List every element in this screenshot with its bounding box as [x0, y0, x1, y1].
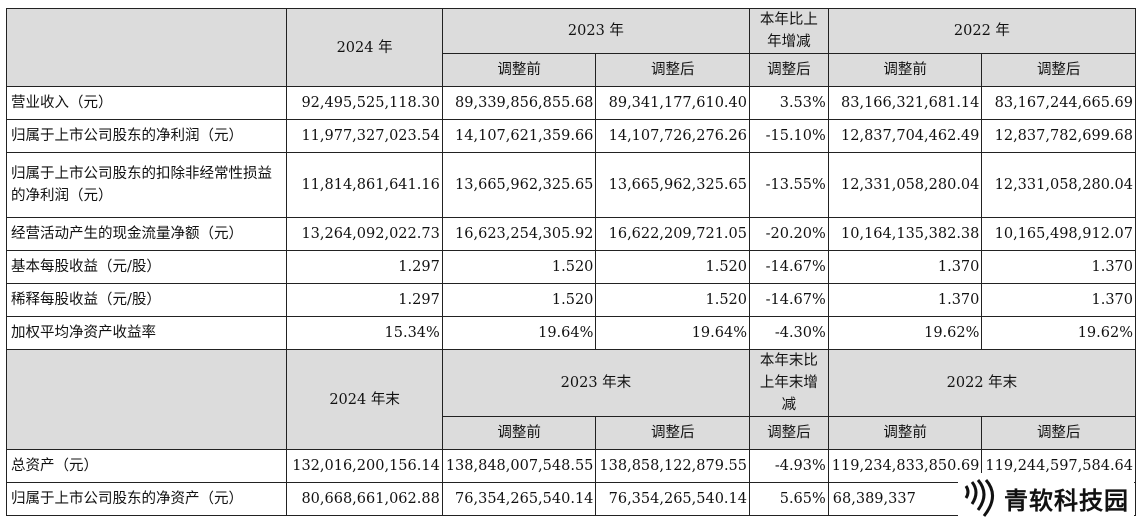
cell-2022-before: 19.62%: [827, 316, 983, 350]
row-label: 营业收入（元）: [5, 86, 288, 120]
row-label: 基本每股收益（元/股）: [5, 250, 288, 284]
table-row: 总资产（元） 132,016,200,156.14 138,848,007,54…: [5, 449, 1136, 483]
cell-2023-before: 13,665,962,325.65: [441, 152, 597, 218]
header-2024: 2024 年: [286, 8, 443, 87]
subheader-2022-before: 调整前: [827, 416, 983, 450]
table-row: 归属于上市公司股东的扣除非经常性损益的净利润（元） 11,814,861,641…: [5, 152, 1136, 218]
row-label: 经营活动产生的现金流量净额（元）: [5, 217, 288, 251]
subheader-change-after: 调整后: [749, 416, 829, 450]
cell-change: 3.53%: [749, 86, 829, 120]
cell-2022-after: 12,331,058,280.04: [981, 152, 1136, 218]
row-label: 稀释每股收益（元/股）: [5, 283, 288, 317]
header-change: 本年比上年增减: [749, 8, 829, 54]
cell-2022-after: 12,837,782,699.68: [981, 119, 1136, 153]
row-label: 总资产（元）: [5, 449, 288, 483]
cell-2024: 92,495,525,118.30: [286, 86, 443, 120]
cell-2023-before: 1.520: [441, 250, 597, 284]
cell-2024: 80,668,661,062.88: [286, 482, 443, 516]
cell-change: 5.65%: [749, 482, 829, 516]
cell-2023-before: 89,339,856,855.68: [441, 86, 597, 120]
cell-2024: 13,264,092,022.73: [286, 217, 443, 251]
subheader-2022-after: 调整后: [981, 416, 1136, 450]
cell-2022-after: 19.62%: [981, 316, 1136, 350]
cell-change: -20.20%: [749, 217, 829, 251]
sound-wave-logo-icon: [964, 479, 994, 517]
cell-2023-after: 76,354,265,540.14: [595, 482, 750, 516]
cell-2022-before: 68,389,337: [827, 482, 983, 516]
cell-2022-before: 1.370: [827, 283, 983, 317]
cell-2023-after: 13,665,962,325.65: [595, 152, 750, 218]
cell-2024: 1.297: [286, 250, 443, 284]
subheader-2023-before: 调整前: [441, 53, 597, 87]
cell-2023-before: 1.520: [441, 283, 597, 317]
subheader-change-after: 调整后: [749, 53, 829, 87]
cell-2024: 15.34%: [286, 316, 443, 350]
subheader-2023-before: 调整前: [441, 416, 597, 450]
row-label: 归属于上市公司股东的净资产（元）: [5, 482, 288, 516]
cell-2023-after: 19.64%: [595, 316, 750, 350]
cell-2022-after: 83,167,244,665.69: [981, 86, 1136, 120]
cell-2022-after: 1.370: [981, 283, 1136, 317]
cell-2023-before: 138,848,007,548.55: [441, 449, 597, 483]
cell-2024: 11,814,861,641.16: [286, 152, 443, 218]
row-label: 归属于上市公司股东的净利润（元）: [5, 119, 288, 153]
cell-2023-before: 76,354,265,540.14: [441, 482, 597, 516]
subheader-2022-before: 调整前: [827, 53, 983, 87]
cell-2023-after: 138,858,122,879.55: [595, 449, 750, 483]
subheader-2023-after: 调整后: [595, 416, 750, 450]
header-2022: 2022 年: [827, 8, 1136, 54]
cell-2023-after: 14,107,726,276.26: [595, 119, 750, 153]
subheader-2022-after: 调整后: [981, 53, 1136, 87]
cell-2023-after: 1.520: [595, 283, 750, 317]
row-label: 归属于上市公司股东的扣除非经常性损益的净利润（元）: [5, 152, 288, 218]
cell-2024: 132,016,200,156.14: [286, 449, 443, 483]
cell-2024: 11,977,327,023.54: [286, 119, 443, 153]
header-2024-end: 2024 年末: [286, 349, 443, 450]
cell-2024: 1.297: [286, 283, 443, 317]
table-row: 经营活动产生的现金流量净额（元） 13,264,092,022.73 16,62…: [5, 217, 1136, 251]
cell-2022-before: 83,166,321,681.14: [827, 86, 983, 120]
subheader-2023-after: 调整后: [595, 53, 750, 87]
header-2022-end: 2022 年末: [827, 349, 1136, 417]
watermark-logo: 青软科技园: [958, 473, 1134, 523]
cell-change: -14.67%: [749, 283, 829, 317]
cell-change: -13.55%: [749, 152, 829, 218]
cell-change: -4.30%: [749, 316, 829, 350]
watermark-text: 青软科技园: [1004, 486, 1129, 515]
header-change-end: 本年末比上年末增减: [749, 349, 829, 417]
cell-2022-before: 12,331,058,280.04: [827, 152, 983, 218]
table-row: 归属于上市公司股东的净利润（元） 11,977,327,023.54 14,10…: [5, 119, 1136, 153]
cell-2023-before: 19.64%: [441, 316, 597, 350]
cell-2023-before: 16,623,254,305.92: [441, 217, 597, 251]
cell-change: -15.10%: [749, 119, 829, 153]
cell-2022-before: 12,837,704,462.49: [827, 119, 983, 153]
cell-2022-after: 1.370: [981, 250, 1136, 284]
table-row: 稀释每股收益（元/股） 1.297 1.520 1.520 -14.67% 1.…: [5, 283, 1136, 317]
cell-change: -4.93%: [749, 449, 829, 483]
table-row: 加权平均净资产收益率 15.34% 19.64% 19.64% -4.30% 1…: [5, 316, 1136, 350]
header-2023-end: 2023 年末: [441, 349, 751, 417]
table-row: 基本每股收益（元/股） 1.297 1.520 1.520 -14.67% 1.…: [5, 250, 1136, 284]
cell-2023-after: 1.520: [595, 250, 750, 284]
header-blank-cell: [5, 349, 288, 450]
header-2023: 2023 年: [441, 8, 751, 54]
row-label: 加权平均净资产收益率: [5, 316, 288, 350]
cell-2023-after: 16,622,209,721.05: [595, 217, 750, 251]
header-blank-cell: [5, 8, 288, 87]
cell-2023-before: 14,107,621,359.66: [441, 119, 597, 153]
cell-2023-after: 89,341,177,610.40: [595, 86, 750, 120]
table-row: 营业收入（元） 92,495,525,118.30 89,339,856,855…: [5, 86, 1136, 120]
cell-change: -14.67%: [749, 250, 829, 284]
table-row: 归属于上市公司股东的净资产（元） 80,668,661,062.88 76,35…: [5, 482, 1136, 516]
cell-2022-after: 10,165,498,912.07: [981, 217, 1136, 251]
financial-table: 2024 年 2023 年 本年比上年增减 2022 年 调整前 调整后 调整后…: [5, 8, 1136, 516]
cell-2022-before: 10,164,135,382.38: [827, 217, 983, 251]
cell-2022-before: 1.370: [827, 250, 983, 284]
